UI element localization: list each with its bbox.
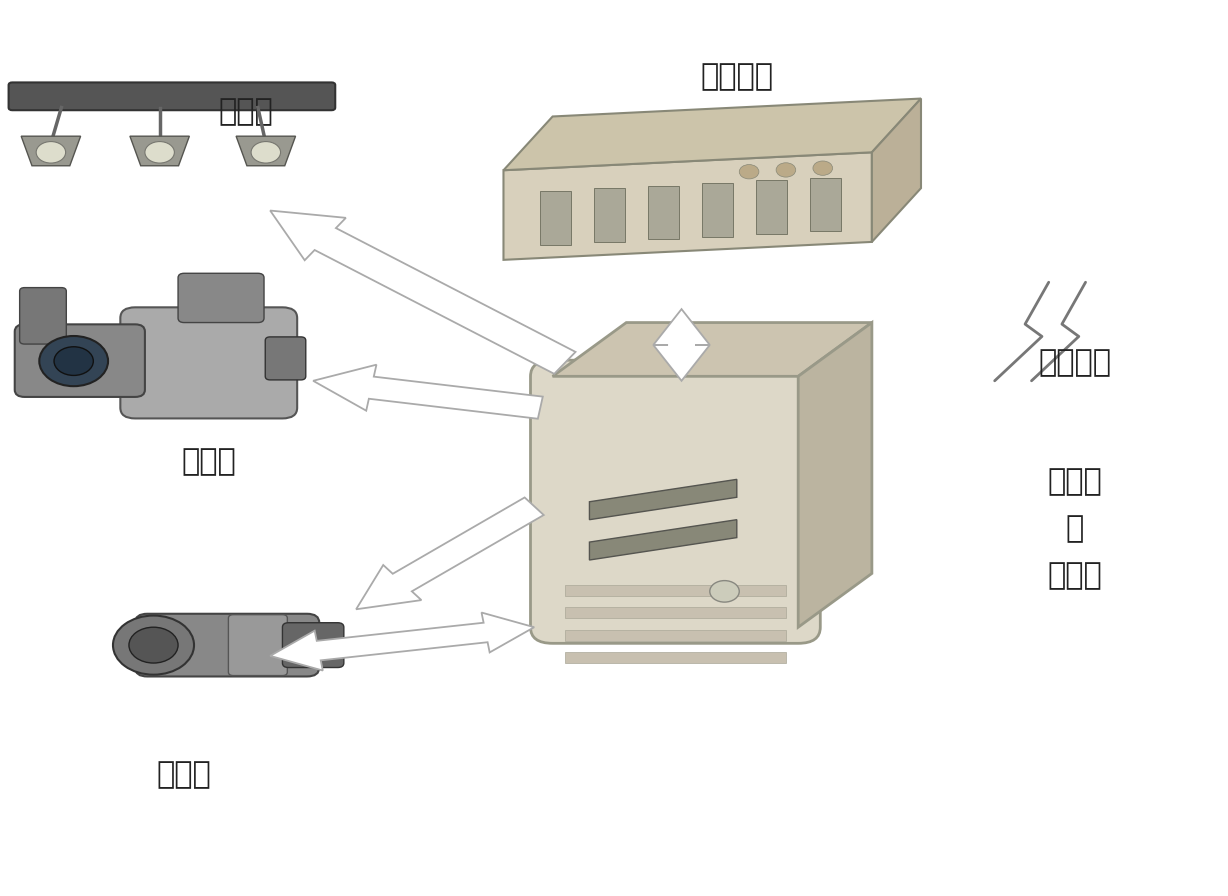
Polygon shape (648, 185, 679, 239)
Circle shape (113, 616, 194, 675)
Circle shape (39, 336, 108, 386)
FancyBboxPatch shape (282, 623, 344, 668)
Polygon shape (21, 136, 81, 166)
Circle shape (36, 142, 65, 163)
Polygon shape (565, 652, 786, 663)
Polygon shape (653, 309, 710, 381)
Polygon shape (872, 99, 921, 242)
Circle shape (129, 627, 178, 663)
Polygon shape (702, 183, 733, 237)
Circle shape (54, 347, 93, 375)
Polygon shape (589, 520, 737, 560)
FancyBboxPatch shape (178, 273, 264, 323)
Polygon shape (756, 180, 787, 234)
Circle shape (251, 142, 280, 163)
FancyBboxPatch shape (120, 307, 297, 418)
Polygon shape (236, 136, 296, 166)
Circle shape (739, 165, 759, 179)
Text: 处理器
或
计算机: 处理器 或 计算机 (1047, 467, 1102, 590)
FancyBboxPatch shape (265, 337, 306, 380)
Circle shape (710, 581, 739, 602)
FancyBboxPatch shape (15, 324, 145, 397)
Circle shape (145, 142, 174, 163)
Polygon shape (503, 99, 921, 170)
Polygon shape (565, 630, 786, 641)
Polygon shape (798, 323, 872, 627)
FancyBboxPatch shape (530, 360, 820, 643)
Polygon shape (589, 479, 737, 520)
Circle shape (813, 161, 833, 176)
Polygon shape (594, 188, 625, 242)
Polygon shape (565, 585, 786, 596)
Polygon shape (356, 497, 544, 609)
Polygon shape (553, 323, 872, 376)
Text: 网络链路: 网络链路 (1038, 349, 1111, 377)
Polygon shape (270, 211, 576, 374)
Text: 传感器: 传感器 (157, 761, 211, 789)
FancyBboxPatch shape (135, 614, 319, 676)
Polygon shape (565, 607, 786, 618)
Text: 通讯设备: 通讯设备 (700, 62, 774, 90)
Circle shape (776, 163, 796, 177)
Polygon shape (503, 152, 872, 260)
Text: 补光灯: 补光灯 (219, 98, 273, 126)
Polygon shape (313, 365, 543, 418)
Polygon shape (270, 613, 534, 670)
FancyBboxPatch shape (9, 82, 335, 110)
Polygon shape (540, 191, 571, 245)
Polygon shape (810, 177, 841, 231)
FancyBboxPatch shape (20, 288, 66, 344)
FancyBboxPatch shape (228, 615, 287, 676)
Text: 摄像机: 摄像机 (182, 447, 236, 476)
Polygon shape (130, 136, 189, 166)
